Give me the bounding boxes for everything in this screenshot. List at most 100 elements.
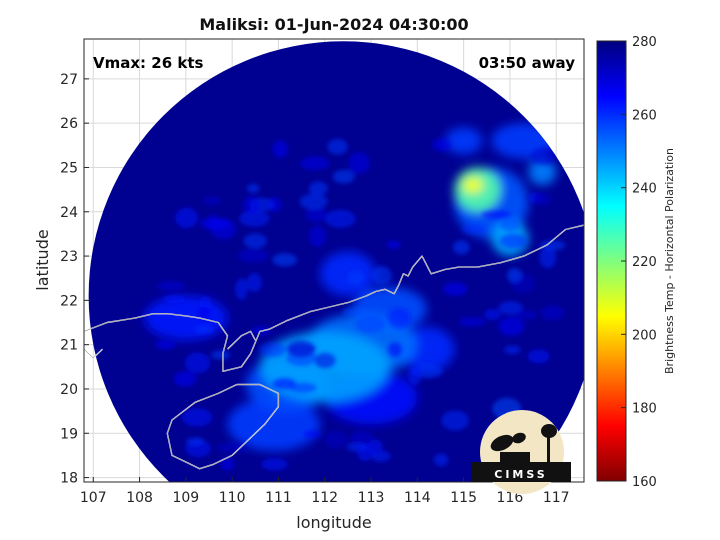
colorbar-tick-label: 180 (632, 402, 657, 417)
brightness-speckle (237, 248, 269, 263)
brightness-speckle (181, 407, 213, 427)
x-tick-label: 110 (219, 490, 246, 506)
brightness-speckle (314, 352, 336, 369)
brightness-speckle (300, 156, 330, 171)
brightness-speckle (235, 278, 248, 300)
brightness-speckle (243, 233, 267, 249)
brightness-speckle (220, 457, 235, 471)
brightness-speckle (332, 169, 355, 184)
x-tick-label: 107 (80, 490, 107, 506)
brightness-speckle (173, 371, 197, 387)
colorbar-tick-label: 160 (632, 475, 657, 490)
brightness-speckle (303, 430, 321, 439)
colorbar-tick-label: 240 (632, 182, 657, 197)
x-tick-label: 114 (404, 490, 431, 506)
brightness-speckle (367, 439, 383, 455)
brightness-speckle (305, 207, 328, 222)
brightness-speckle (259, 342, 286, 358)
x-tick-label: 111 (265, 490, 292, 506)
brightness-speckle (498, 301, 523, 315)
axes-border (83, 38, 585, 483)
brightness-speckle (530, 147, 558, 165)
brightness-speckle (239, 210, 270, 227)
brightness-speckle (506, 268, 523, 283)
brightness-speckle (500, 217, 520, 232)
colorbar-tick-label: 280 (632, 35, 657, 50)
brightness-speckle (199, 217, 232, 230)
brightness-speckle (175, 207, 199, 229)
brightness-speckles (155, 138, 566, 471)
cimss-logo: CIMSS (471, 410, 571, 494)
brightness-speckle (458, 317, 486, 327)
x-axis-label: longitude (296, 513, 371, 532)
x-tick-label: 117 (543, 490, 570, 506)
logo-ground (471, 462, 571, 482)
colorbar-label: Brightness Temp - Horizontal Polarizatio… (663, 148, 676, 374)
brightness-speckle (516, 310, 537, 320)
chart-title: Maliksi: 01-Jun-2024 04:30:00 (199, 15, 468, 34)
brightness-speckle (186, 437, 205, 446)
brightness-speckle (407, 365, 422, 386)
brightness-speckle (203, 196, 221, 205)
brightness-speckle (261, 458, 288, 471)
brightness-speckle (498, 316, 525, 336)
logo-dish-small (512, 432, 526, 444)
brightness-speckle (246, 183, 260, 193)
brightness-speckle (527, 349, 550, 364)
brightness-speckle (503, 345, 521, 355)
brightness-speckle (299, 193, 328, 210)
brightness-speckle (308, 225, 327, 248)
y-tick-label: 25 (60, 160, 78, 176)
y-tick-label: 23 (60, 249, 78, 265)
x-tick-label: 109 (172, 490, 199, 506)
brightness-speckle (216, 442, 248, 453)
brightness-speckle (327, 138, 348, 155)
brightness-feature (320, 251, 376, 296)
brightness-speckle (184, 352, 211, 374)
brightness-speckle (194, 325, 214, 334)
colorbar: 160 180 200 220 240 260 280 Brightness Temp - … (596, 35, 676, 490)
brightness-speckle (347, 270, 365, 286)
brightness-speckle (287, 340, 316, 358)
brightness-speckle (342, 307, 367, 317)
time-away-annotation: 03:50 away (479, 54, 576, 72)
colorbar-ticks: 160 180 200 220 240 260 280 (621, 35, 657, 490)
brightness-speckle (387, 307, 411, 329)
y-tick-label: 19 (60, 426, 78, 442)
brightness-feature (462, 177, 484, 194)
brightness-speckle (461, 224, 486, 235)
brightness-speckle (443, 282, 468, 296)
brightness-speckle (155, 340, 176, 350)
logo-building (500, 452, 530, 462)
x-axis-ticks: 107 108 109 110 111 112 113 114 115 116 117 (80, 477, 570, 506)
y-tick-label: 27 (60, 72, 78, 88)
coastline-edge-leizhou-peninsula (227, 331, 256, 350)
brightness-speckle (540, 305, 565, 320)
x-tick-label: 108 (126, 490, 153, 506)
logo-tower-mast (547, 436, 550, 462)
colorbar-tick-label: 200 (632, 328, 657, 343)
plot-area (84, 39, 584, 482)
coastline-edge-hainan-island (167, 384, 279, 469)
brightness-feature (528, 158, 557, 186)
brightness-speckle (243, 196, 260, 215)
colorbar-tick-label: 260 (632, 108, 657, 123)
brightness-feature (445, 127, 483, 155)
y-tick-label: 20 (60, 382, 78, 398)
x-tick-label: 116 (497, 490, 524, 506)
brightness-speckle (350, 431, 374, 446)
brightness-speckle (156, 280, 186, 291)
brightness-speckle (196, 306, 210, 321)
brightness-speckle (308, 181, 328, 196)
brightness-speckle (272, 140, 288, 158)
brightness-feature (144, 295, 228, 341)
logo-text: CIMSS (494, 468, 547, 481)
swath (88, 41, 584, 482)
brightness-speckle (441, 410, 469, 431)
y-axis-ticks: 18 19 20 21 22 23 24 25 26 27 (60, 72, 89, 487)
brightness-speckle (325, 209, 356, 228)
y-axis-label: latitude (33, 229, 52, 290)
brightness-speckle (499, 233, 527, 249)
coastline-edge-vietnam-coast (84, 348, 103, 359)
